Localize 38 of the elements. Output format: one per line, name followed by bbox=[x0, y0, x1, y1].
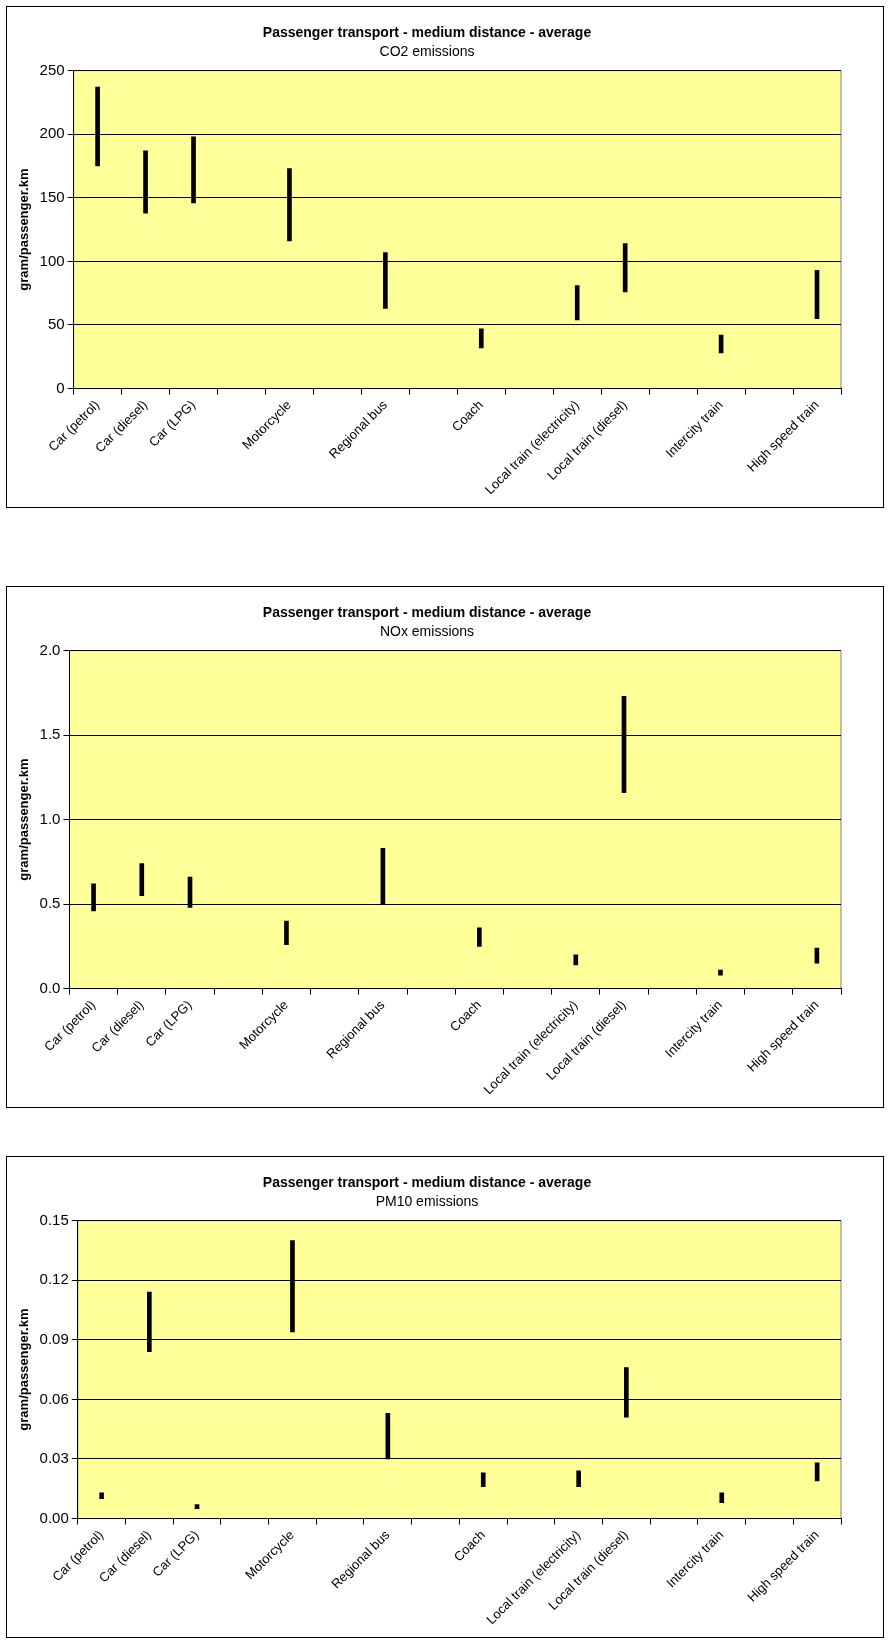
y-tick-label: 50 bbox=[47, 315, 65, 333]
y-tick-label: 0 bbox=[56, 378, 65, 396]
y-tick-label: 1.5 bbox=[39, 725, 61, 743]
bar bbox=[718, 969, 723, 976]
bar bbox=[478, 328, 484, 349]
bar bbox=[480, 1472, 486, 1488]
y-tick-label: 200 bbox=[39, 124, 65, 142]
y-tick-label: 0.09 bbox=[39, 1329, 69, 1347]
chart-subtitle: NOx emissions bbox=[379, 623, 475, 640]
bar bbox=[139, 863, 145, 896]
chart-title: Passenger transport - medium distance - average bbox=[262, 24, 592, 41]
y-axis-title: gram/passenger.km bbox=[16, 1308, 32, 1431]
y-tick-label: 0.12 bbox=[39, 1270, 69, 1288]
y-axis-title: gram/passenger.km bbox=[16, 168, 32, 291]
y-tick-label: 0.5 bbox=[39, 894, 61, 912]
bar bbox=[573, 954, 579, 966]
chart-subtitle: CO2 emissions bbox=[379, 43, 475, 60]
y-tick-label: 1.0 bbox=[39, 809, 61, 827]
chart-title: Passenger transport - medium distance - average bbox=[262, 1174, 592, 1191]
bar bbox=[99, 1492, 104, 1500]
y-axis-title: gram/passenger.km bbox=[16, 758, 32, 881]
y-tick-label: 0.00 bbox=[39, 1508, 69, 1526]
bar bbox=[477, 927, 482, 947]
y-tick-label: 150 bbox=[39, 187, 65, 205]
bar bbox=[719, 1492, 725, 1504]
y-tick-label: 0.06 bbox=[39, 1389, 69, 1407]
chart-title: Passenger transport - medium distance - average bbox=[262, 604, 592, 621]
y-tick-label: 100 bbox=[39, 251, 65, 269]
bar bbox=[576, 1470, 581, 1488]
bar bbox=[574, 285, 580, 321]
y-tick-label: 0.0 bbox=[39, 978, 61, 996]
bar bbox=[194, 1504, 200, 1509]
y-tick-label: 250 bbox=[39, 60, 65, 78]
chart-subtitle: PM10 emissions bbox=[375, 1193, 479, 1210]
y-tick-label: 2.0 bbox=[39, 640, 61, 658]
y-tick-label: 0.03 bbox=[39, 1449, 69, 1467]
bar bbox=[284, 920, 289, 945]
y-tick-label: 0.15 bbox=[39, 1210, 69, 1228]
